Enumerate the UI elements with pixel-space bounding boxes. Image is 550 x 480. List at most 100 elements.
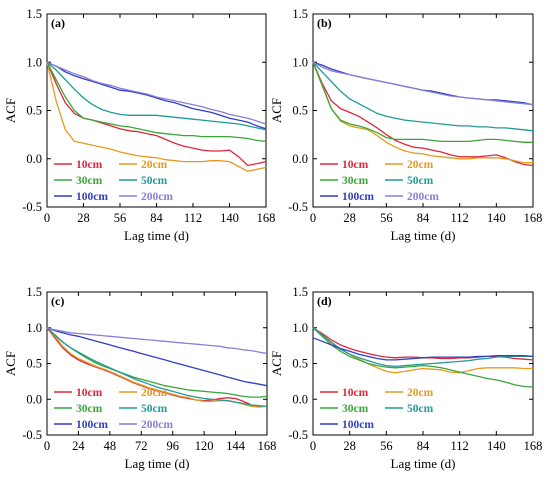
panel-c-ytick-label: 1.0 [26,321,42,335]
panel-b-xtick-label: 0 [310,211,316,225]
panel-c-ytick-label: 0.0 [26,392,42,406]
panel-a-xtick-label: 0 [44,211,50,225]
panel-d-legend-label-100cm: 100cm [342,419,374,431]
panel-d-xtick-label: 140 [487,439,506,453]
panel-b-xtick-label: 168 [524,211,543,225]
panel-c-xtick-label: 96 [166,439,179,453]
panel-b-legend-label-200cm: 200cm [407,191,439,203]
panel-a-legend-label-50cm: 50cm [141,175,168,187]
panel-a-ylabel: ACF [3,98,18,123]
panel-a-xtick-label: 28 [77,211,90,225]
panel-d-ytick-label: -0.5 [288,428,308,442]
panel-a-tag: (a) [51,16,65,30]
panel-b-xtick-label: 140 [487,211,506,225]
panel-d: 0 28 56 84 112 140 168 -0.5 0.0 0.5 1.0 1.5 Lag time… [269,285,542,471]
panel-a-ytick-label: -0.5 [22,200,42,214]
panel-a-legend-label-20cm: 20cm [141,159,168,171]
panel-b-ytick-label: 0.0 [292,152,308,166]
panel-b-series-100cm [312,61,534,106]
panel-c-ylabel: ACF [3,351,18,376]
panel-d-series-100cm [312,337,534,361]
panel-c-legend-label-30cm: 30cm [76,403,103,415]
panel-b-ytick-label: 1.5 [292,7,308,21]
panel-a-ytick-label: 1.5 [26,7,42,21]
panel-b-series-20cm [312,62,533,164]
panel-b-ytick-label: 0.5 [292,104,308,118]
panel-c-series-200cm [46,327,268,355]
panel-a-series-100cm [46,61,267,130]
panel-d-xtick-label: 28 [343,439,356,453]
panel-a-ytick-label: 1.0 [26,55,42,69]
panel-b: 0 28 56 84 112 140 168 -0.5 0.0 0.5 1.0 1.5 Lag time… [269,7,542,243]
panel-d-series-50cm [312,327,533,368]
panel-d-xtick-label: 56 [380,439,393,453]
panel-d-legend-label-20cm: 20cm [407,387,434,399]
panel-a-series-20cm [46,62,267,172]
panel-c-xlabel: Lag time (d) [125,456,190,471]
panel-b-series-10cm [312,62,534,167]
panel-d-legend-label-30cm: 30cm [342,403,369,415]
panel-c-xtick-label: 72 [135,439,148,453]
panel-c-series-30cm [46,327,268,398]
panel-c-legend-label-20cm: 20cm [141,387,168,399]
panel-b-xtick-label: 56 [380,211,393,225]
panel-c: 0 24 48 72 96 120 144 168 -0.5 0.0 0.5 1.0 1.5 Lag ti… [3,285,276,471]
panel-a-xtick-label: 56 [114,211,127,225]
panel-b-legend-label-50cm: 50cm [407,175,434,187]
panel-d-ytick-label: 0.5 [292,357,308,371]
panel-a-series-30cm [46,61,267,143]
panel-d-series-30cm [312,327,534,388]
panel-c-legend-label-50cm: 50cm [141,403,168,415]
panel-b-xtick-label: 112 [451,211,469,225]
panel-d-ytick-label: 0.0 [292,392,308,406]
panel-a-xtick-label: 168 [257,211,276,225]
panel-b-ytick-label: 1.0 [292,55,308,69]
panel-a: 0 28 56 84 112 140 168 -0.5 0.0 0.5 1.0 1.5 Lag time… [3,7,275,243]
panel-a-series-200cm [46,61,267,125]
panel-b-legend-label-30cm: 30cm [342,175,369,187]
panel-d-xlabel: Lag time (d) [391,456,456,471]
panel-b-legend-label-100cm: 100cm [342,191,374,203]
panel-d-legend-label-10cm: 10cm [342,387,369,399]
panel-c-ytick-label: 1.5 [26,285,42,299]
panel-a-xtick-label: 112 [184,211,202,225]
panel-b-series-200cm [312,61,534,106]
panel-c-ytick-label: -0.5 [22,428,42,442]
panel-a-legend-label-10cm: 10cm [76,159,103,171]
panel-d-ytick-label: 1.0 [292,321,308,335]
panel-c-series-100cm [46,327,268,387]
panel-a-xtick-label: 140 [220,211,239,225]
panel-b-legend-label-20cm: 20cm [407,159,434,171]
panel-c-xtick-label: 48 [104,439,117,453]
panel-c-xtick-label: 144 [226,439,246,453]
panel-d-xtick-label: 112 [451,439,469,453]
panel-c-legend-label-100cm: 100cm [76,419,108,431]
panel-a-ytick-label: 0.0 [26,152,42,166]
panel-b-ytick-label: -0.5 [288,200,308,214]
panel-a-ytick-label: 0.5 [26,104,42,118]
panel-c-ytick-label: 0.5 [26,357,42,371]
panel-d-xtick-label: 84 [417,439,430,453]
panel-b-xlabel: Lag time (d) [391,228,456,243]
panel-a-xlabel: Lag time (d) [124,228,189,243]
panel-c-series-50cm [46,327,268,408]
panel-d-tag: (d) [317,294,332,308]
panel-d-legend-label-50cm: 50cm [407,403,434,415]
panel-c-tag: (c) [51,294,64,308]
panel-c-series-10cm [46,327,267,408]
panel-b-series-50cm [312,61,534,132]
panel-a-legend-label-200cm: 200cm [141,191,173,203]
panel-b-ylabel: ACF [269,98,284,123]
panel-c-xtick-label: 168 [258,439,277,453]
panel-a-series-50cm [46,61,267,131]
panel-a-xtick-label: 84 [150,211,163,225]
panel-b-tag: (b) [317,16,332,30]
panel-c-xtick-label: 0 [44,439,50,453]
panel-a-legend-label-100cm: 100cm [76,191,108,203]
panel-b-series-30cm [312,62,533,143]
panel-c-legend-label-200cm: 200cm [141,419,173,431]
panel-d-ytick-label: 1.5 [292,285,308,299]
panel-c-xtick-label: 120 [195,439,214,453]
panel-c-xtick-label: 24 [72,439,85,453]
